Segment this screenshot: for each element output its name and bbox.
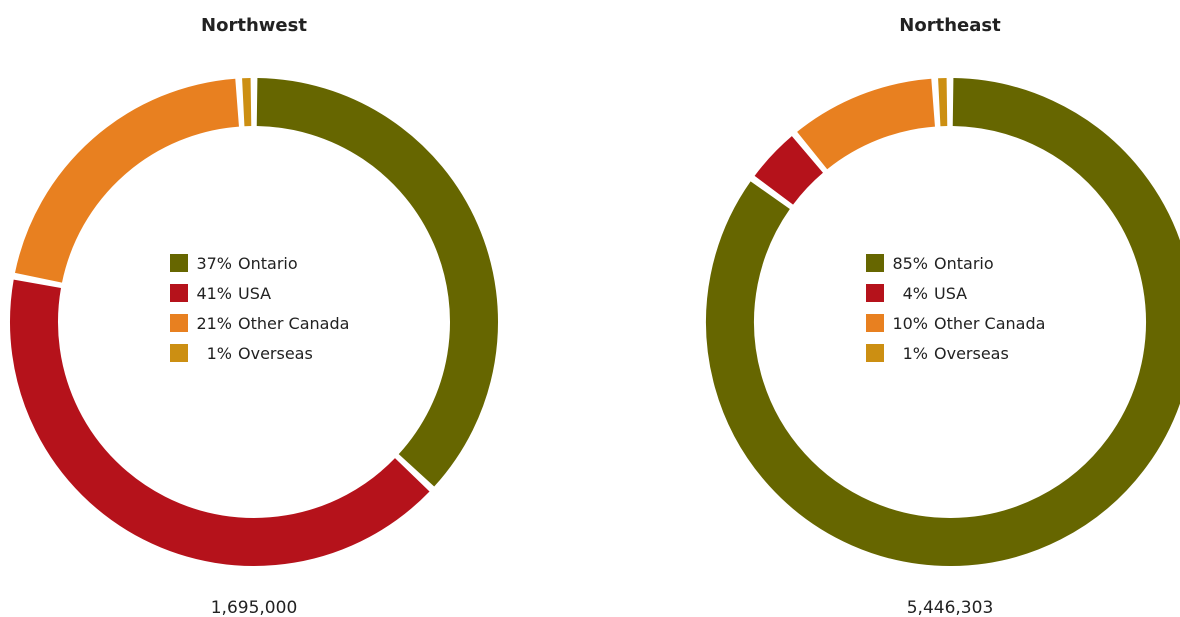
donut-slice-usa <box>10 279 430 566</box>
donut-slice-other-canada <box>797 78 936 170</box>
legend-swatch <box>866 344 884 362</box>
chart-total: 5,446,303 <box>907 598 994 617</box>
legend-label: Overseas <box>934 344 1009 363</box>
legend-label: Other Canada <box>934 314 1045 333</box>
legend-swatch <box>170 284 188 302</box>
donut-slice-usa <box>754 136 824 206</box>
legend-label: Ontario <box>238 254 298 273</box>
legend-value: 41% <box>196 284 232 303</box>
legend-value: 37% <box>196 254 232 273</box>
legend-swatch <box>866 314 884 332</box>
legend-label: Overseas <box>238 344 313 363</box>
legend-label: Other Canada <box>238 314 349 333</box>
legend-swatch <box>170 344 188 362</box>
legend-value: 1% <box>207 344 232 363</box>
donut-slice-other-canada <box>14 78 240 283</box>
legend-swatch <box>170 254 188 272</box>
chart-title: Northeast <box>899 15 1001 36</box>
legend-label: USA <box>238 284 271 303</box>
chart-total: 1,695,000 <box>211 598 298 617</box>
legend-swatch <box>866 254 884 272</box>
legend-value: 4% <box>903 284 928 303</box>
legend-value: 21% <box>196 314 232 333</box>
legend-value: 85% <box>892 254 928 273</box>
donut-slice-ontario <box>706 78 1180 566</box>
chart-title: Northwest <box>201 15 307 36</box>
legend-value: 10% <box>892 314 928 333</box>
legend-label: Ontario <box>934 254 994 273</box>
legend-label: USA <box>934 284 967 303</box>
legend-swatch <box>170 314 188 332</box>
northeast-donut-chart: Northeast 85% Ontario 4% USA 10% Other Canada… <box>706 15 1180 617</box>
legend-swatch <box>866 284 884 302</box>
northwest-donut-chart: Northwest 37% Ontario 41% USA 21% Other Canad… <box>10 15 498 617</box>
donut-slice-ontario <box>256 78 498 487</box>
legend-value: 1% <box>903 344 928 363</box>
